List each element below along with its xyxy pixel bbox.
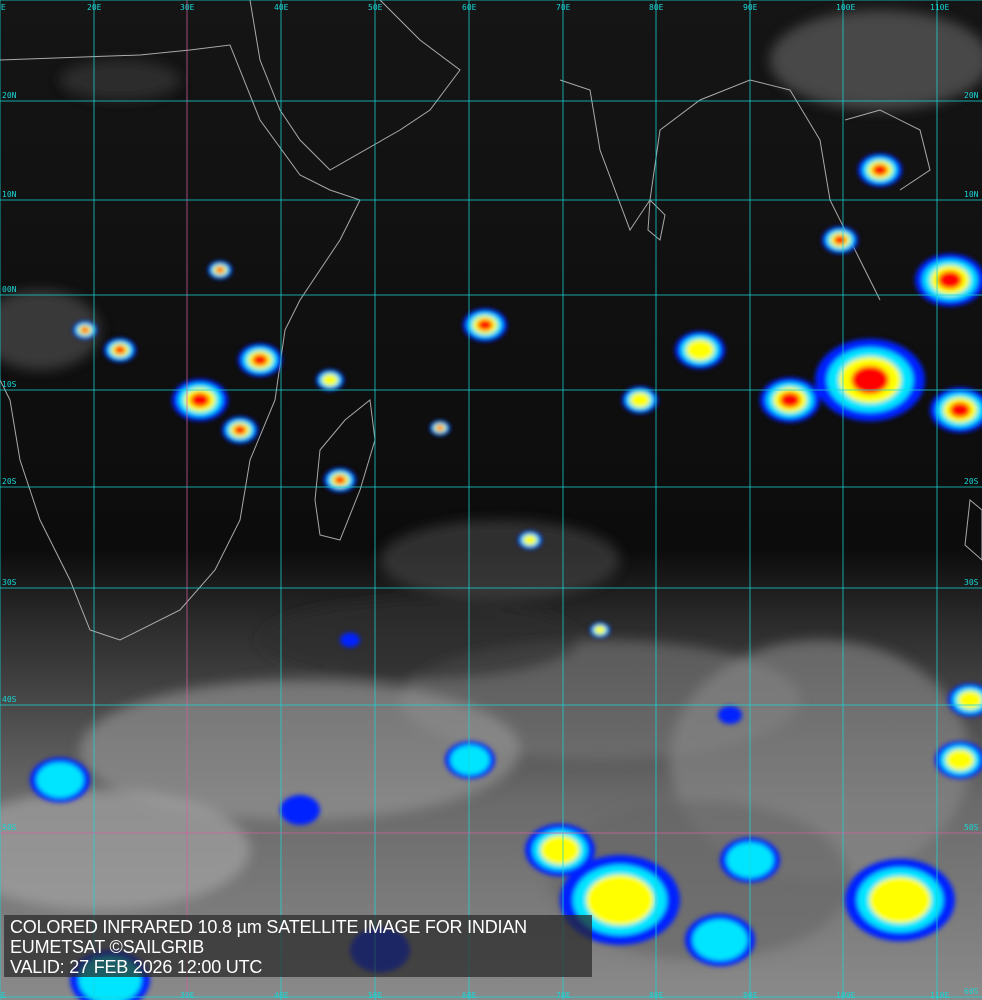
cloud-blob (436, 425, 444, 431)
cloud-blob (252, 354, 268, 366)
cloud-blob (450, 745, 490, 775)
grid-label: 40E (274, 3, 289, 12)
cloud-blob (586, 874, 654, 926)
grid-label: 00N (2, 285, 17, 294)
grid-label: 90E (743, 3, 758, 12)
grid-label: 60E (462, 991, 477, 1000)
cloud-blob (833, 235, 847, 245)
grid-label: 50S (964, 823, 979, 832)
cloud-blob (779, 392, 801, 408)
cloud-blob (215, 266, 225, 274)
grid-label: 60E (462, 3, 477, 12)
grid-label: 80E (649, 991, 664, 1000)
grid-label: 30S (2, 578, 17, 587)
cloud-blob (322, 374, 338, 386)
grid-label: 70E (556, 3, 571, 12)
grid-label: 60S (964, 987, 979, 996)
grid-label: 90E (743, 991, 758, 1000)
grid-label: 40E (274, 991, 289, 1000)
cloud-blob (949, 402, 971, 418)
grid-label: 80E (649, 3, 664, 12)
cloud-blob (594, 625, 606, 635)
grid-label: 110E (930, 991, 950, 1000)
grid-label: 50E (368, 991, 383, 1000)
cloud-blob (190, 392, 210, 408)
cloud-blob (629, 392, 651, 408)
cloud-blob (946, 749, 974, 771)
grid-label: 50S (2, 823, 17, 832)
grid-label: 10S (2, 380, 17, 389)
grid-label: 100E (836, 991, 856, 1000)
cloud-blob (692, 919, 748, 961)
grid-label: 30E (180, 991, 195, 1000)
image-caption: COLORED INFRARED 10.8 µm SATELLITE IMAGE… (4, 915, 592, 977)
grid-label: 50E (368, 3, 383, 12)
grid-label: 20S (2, 477, 17, 486)
cloud-blob (718, 706, 742, 724)
caption-title: COLORED INFRARED 10.8 µm SATELLITE IMAGE… (10, 917, 527, 937)
caption-valid-time: VALID: 27 FEB 2026 12:00 UTC (10, 957, 263, 977)
cloud-blob (957, 690, 982, 710)
cloud-blob (540, 835, 580, 865)
grid-label: 10N (2, 190, 17, 199)
cloud-blob (36, 762, 84, 798)
grid-label: 30S (964, 578, 979, 587)
grid-label: 0E (0, 3, 6, 12)
caption-credit: EUMETSAT ©SAILGRIB (10, 937, 205, 957)
cloud-blob (80, 326, 90, 334)
cloud-blob (938, 271, 962, 289)
grid-label: 20E (87, 3, 102, 12)
cloud-blob (280, 795, 320, 825)
grid-label: 20S (964, 477, 979, 486)
cloud-blob (233, 425, 247, 435)
cloud-blob (477, 319, 493, 331)
grid-label: 10N (964, 190, 979, 199)
grid-label: 20N (964, 91, 979, 100)
cloud-blob (869, 876, 931, 924)
cloud-blob (340, 632, 360, 648)
cloud-blob (114, 345, 126, 355)
cloud-blob (872, 164, 888, 176)
cloud-blob (523, 534, 537, 546)
grid-label: 20N (2, 91, 17, 100)
grid-label: 70E (556, 991, 571, 1000)
grid-label: 0E (0, 991, 6, 1000)
cloud-blob (851, 365, 889, 395)
grid-label: 100E (836, 3, 856, 12)
grid-label: 110E (930, 3, 950, 12)
cloud-blob (686, 339, 714, 361)
grid-label: 40S (2, 695, 17, 704)
grid-label: 30E (180, 3, 195, 12)
cloud-blob (334, 475, 346, 485)
